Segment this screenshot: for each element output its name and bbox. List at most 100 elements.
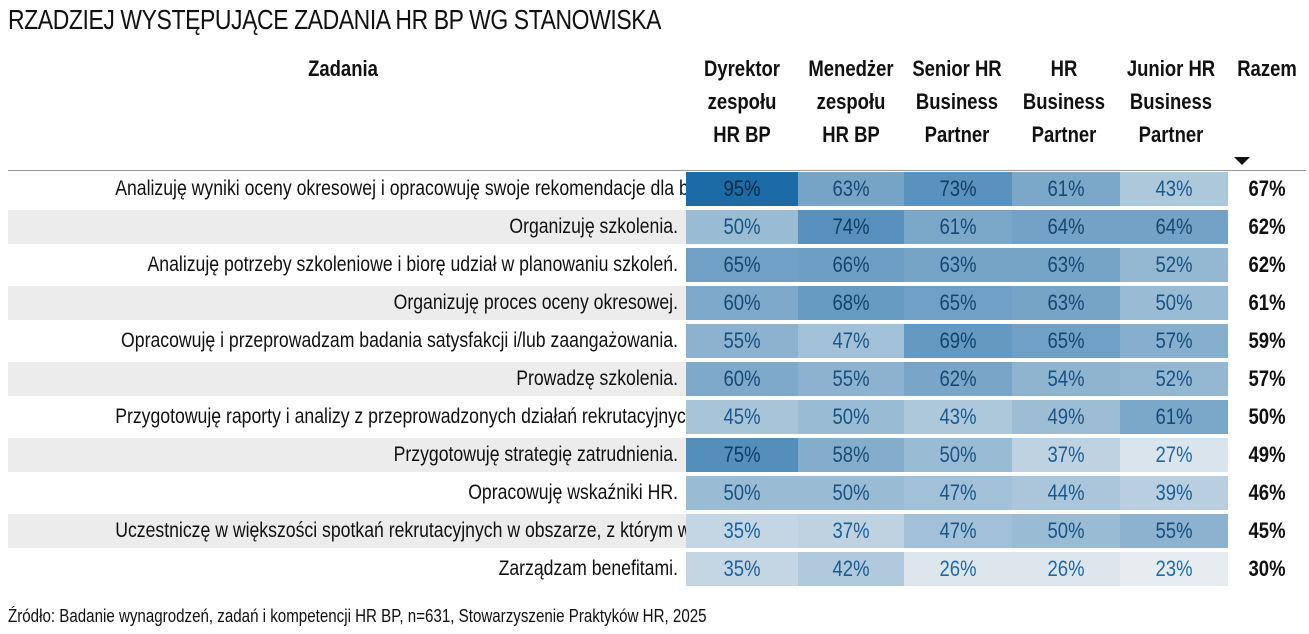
cell-value: 68% bbox=[832, 290, 870, 315]
cell-value: 27% bbox=[1155, 442, 1193, 467]
heatmap-cell: 54% bbox=[1012, 362, 1120, 396]
cell-value: 55% bbox=[832, 366, 870, 391]
heatmap-cell: 37% bbox=[798, 514, 904, 548]
total-value: 67% bbox=[1248, 176, 1286, 201]
heatmap-cell: 47% bbox=[904, 476, 1012, 510]
table-row: Prowadzę szkolenia. 60% 55% 62% 54% 52% 57% bbox=[8, 362, 1306, 396]
table-row: Organizuję proces oceny okresowej. 60% 68%… bbox=[8, 286, 1306, 320]
cell-value: 37% bbox=[1047, 442, 1085, 467]
heatmap-cell: 65% bbox=[1012, 324, 1120, 358]
column-header-line: Menedżer bbox=[808, 56, 894, 81]
column-header-tasks[interactable]: Zadania bbox=[308, 56, 378, 81]
heatmap-cell: 73% bbox=[904, 172, 1012, 206]
column-header-line: zespołu bbox=[816, 89, 886, 114]
table-row: Analizuję potrzeby szkoleniowe i biorę u… bbox=[8, 248, 1306, 282]
heatmap-cell: 50% bbox=[904, 438, 1012, 472]
heatmap-cell: 63% bbox=[1012, 286, 1120, 320]
total-value: 49% bbox=[1248, 442, 1286, 467]
total-value: 59% bbox=[1248, 328, 1286, 353]
column-header-2[interactable]: Senior HR Business Partner bbox=[907, 52, 1008, 151]
sort-descending-icon[interactable] bbox=[1234, 157, 1250, 165]
cell-value: 43% bbox=[1155, 176, 1193, 201]
cell-value: 57% bbox=[1155, 328, 1193, 353]
table-row: Opracowuję i przeprowadzam badania satys… bbox=[8, 324, 1306, 358]
task-label: Organizuję szkolenia. bbox=[509, 215, 678, 238]
table-row: Uczestniczę w większości spotkań rekruta… bbox=[8, 514, 1306, 548]
heatmap-cell: 35% bbox=[686, 514, 798, 548]
cell-value: 61% bbox=[939, 214, 977, 239]
task-label: Analizuję wyniki oceny okresowej i oprac… bbox=[115, 177, 745, 200]
total-value: 30% bbox=[1248, 556, 1286, 581]
total-value: 45% bbox=[1248, 518, 1286, 543]
table-row: Przygotowuję strategię zatrudnienia. 75% 5… bbox=[8, 438, 1306, 472]
task-label: Uczestniczę w większości spotkań rekruta… bbox=[115, 519, 786, 542]
cell-value: 66% bbox=[832, 252, 870, 277]
cell-value: 69% bbox=[939, 328, 977, 353]
heatmap-cell: 63% bbox=[904, 248, 1012, 282]
total-cell: 30% bbox=[1228, 552, 1306, 586]
heatmap-cell: 60% bbox=[686, 286, 798, 320]
column-header-0[interactable]: Dyrektor zespołu HR BP bbox=[692, 52, 793, 151]
total-cell: 61% bbox=[1228, 286, 1306, 320]
heatmap-cell: 52% bbox=[1120, 248, 1228, 282]
heatmap-table: Analizuję wyniki oceny okresowej i oprac… bbox=[8, 172, 1306, 590]
cell-value: 50% bbox=[939, 442, 977, 467]
task-label: Opracowuję i przeprowadzam badania satys… bbox=[121, 329, 678, 352]
table-row: Opracowuję wskaźniki HR. 50% 50% 47% 44% 39% 4… bbox=[8, 476, 1306, 510]
heatmap-cell: 49% bbox=[1012, 400, 1120, 434]
heatmap-cell: 47% bbox=[904, 514, 1012, 548]
heatmap-cell: 60% bbox=[686, 362, 798, 396]
cell-value: 74% bbox=[832, 214, 870, 239]
total-cell: 50% bbox=[1228, 400, 1306, 434]
column-header-line: Business bbox=[1129, 89, 1213, 114]
cell-value: 64% bbox=[1047, 214, 1085, 239]
heatmap-cell: 45% bbox=[686, 400, 798, 434]
column-header-line: HR bbox=[1050, 56, 1078, 81]
total-cell: 49% bbox=[1228, 438, 1306, 472]
heatmap-cell: 43% bbox=[904, 400, 1012, 434]
total-value: 62% bbox=[1248, 252, 1286, 277]
column-header-total[interactable]: Razem bbox=[1237, 56, 1297, 81]
cell-value: 65% bbox=[723, 252, 761, 277]
cell-value: 50% bbox=[1047, 518, 1085, 543]
cell-value: 65% bbox=[939, 290, 977, 315]
heatmap-cell: 50% bbox=[1012, 514, 1120, 548]
cell-value: 54% bbox=[1047, 366, 1085, 391]
cell-value: 35% bbox=[723, 518, 761, 543]
column-header-4[interactable]: Junior HR Business Partner bbox=[1121, 52, 1222, 151]
task-label: Prowadzę szkolenia. bbox=[516, 367, 678, 390]
heatmap-cell: 65% bbox=[686, 248, 798, 282]
cell-value: 73% bbox=[939, 176, 977, 201]
heatmap-cell: 42% bbox=[798, 552, 904, 586]
total-cell: 67% bbox=[1228, 172, 1306, 206]
column-header-line: Partner bbox=[1138, 122, 1204, 147]
cell-value: 63% bbox=[939, 252, 977, 277]
cell-value: 63% bbox=[832, 176, 870, 201]
column-header-line: Junior HR bbox=[1126, 56, 1216, 81]
column-header-1[interactable]: Menedżer zespołu HR BP bbox=[801, 52, 902, 151]
cell-value: 75% bbox=[723, 442, 761, 467]
total-cell: 45% bbox=[1228, 514, 1306, 548]
cell-value: 26% bbox=[939, 556, 977, 581]
cell-value: 50% bbox=[1155, 290, 1193, 315]
column-header-line: HR BP bbox=[713, 122, 771, 147]
column-header-line: Partner bbox=[924, 122, 990, 147]
column-header-line: HR BP bbox=[822, 122, 880, 147]
column-header-3[interactable]: HR Business Partner bbox=[1014, 52, 1115, 151]
task-label: Organizuję proces oceny okresowej. bbox=[393, 291, 678, 314]
heatmap-cell: 50% bbox=[1120, 286, 1228, 320]
heatmap-cell: 58% bbox=[798, 438, 904, 472]
heatmap-cell: 39% bbox=[1120, 476, 1228, 510]
total-value: 61% bbox=[1248, 290, 1286, 315]
total-cell: 62% bbox=[1228, 210, 1306, 244]
heatmap-cell: 26% bbox=[904, 552, 1012, 586]
heatmap-cell: 35% bbox=[686, 552, 798, 586]
column-header-line: Business bbox=[915, 89, 999, 114]
header-divider bbox=[8, 170, 1306, 171]
heatmap-cell: 63% bbox=[798, 172, 904, 206]
cell-value: 39% bbox=[1155, 480, 1193, 505]
column-header-line: Senior HR bbox=[912, 56, 1002, 81]
total-value: 62% bbox=[1248, 214, 1286, 239]
heatmap-cell: 50% bbox=[798, 476, 904, 510]
source-note: Źródło: Badanie wynagrodzeń, zadań i kom… bbox=[8, 606, 707, 626]
